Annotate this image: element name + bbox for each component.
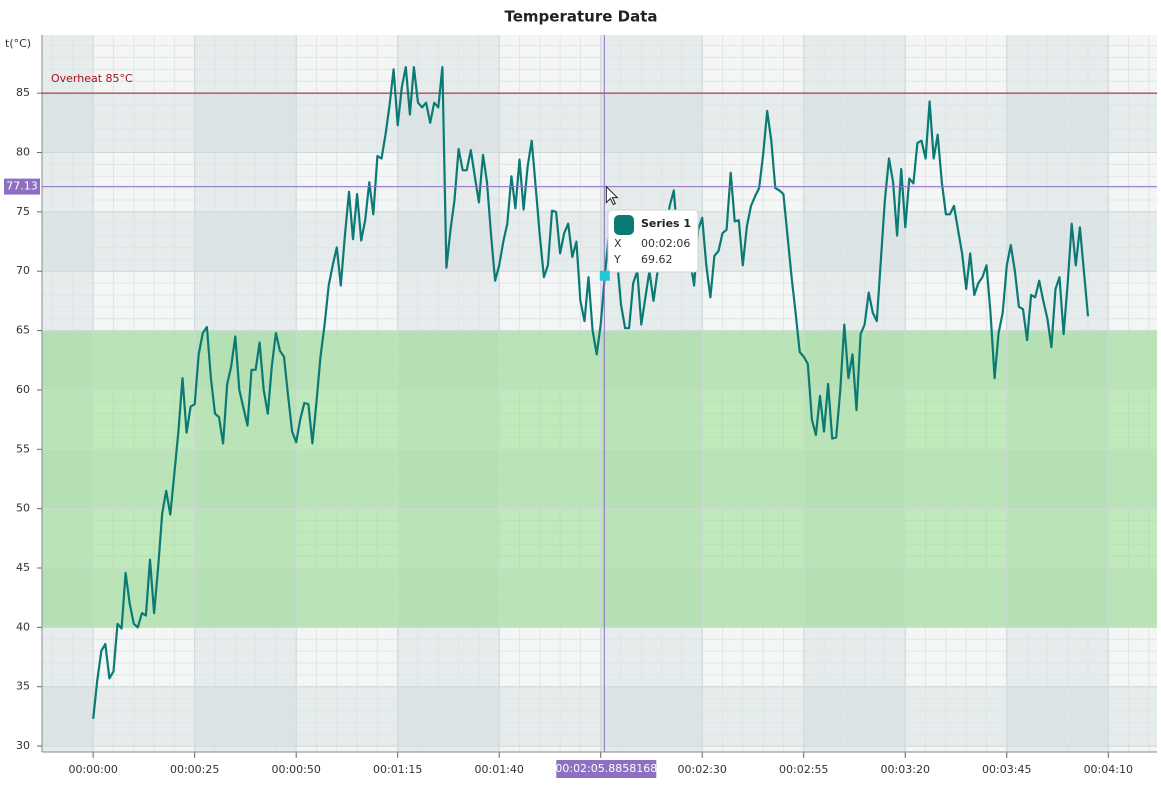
tooltip-swatch [614,215,634,235]
tooltip-series: Series 1 [641,217,691,230]
y-tick-label: 60 [16,383,30,396]
y-tick-label: 85 [16,86,30,99]
cursor-x-label-box [556,760,657,778]
y-tick-label: 70 [16,264,30,277]
y-tick-label: 40 [16,620,30,633]
y-axis-title: t(°C) [5,37,31,50]
y-tick-label: 55 [16,442,30,455]
y-tick-label: 45 [16,561,30,574]
y-tick-label: 50 [16,502,30,515]
tooltip-y: 69.62 [641,253,673,266]
x-tick-label: 00:03:45 [982,763,1031,776]
x-tick-label: 00:00:00 [68,763,117,776]
x-tick-label: 00:00:25 [170,763,219,776]
x-tick-label: 00:00:50 [271,763,320,776]
tooltip-x: 00:02:06 [641,237,690,250]
cursor-y-label: 77.13 [6,180,38,193]
y-tick-label: 35 [16,680,30,693]
series-line [92,66,1090,719]
y-band [42,93,1157,153]
x-tick-label: 00:01:40 [475,763,524,776]
x-tick-label: 00:01:15 [373,763,422,776]
y-tick-label: 80 [16,146,30,159]
y-band [42,211,1157,272]
y-tick-label: 30 [16,739,30,752]
x-tick-label: 00:02:55 [779,763,828,776]
y-band [42,686,1157,747]
threshold-label: Overheat 85°C [51,72,133,85]
x-tick-label: 00:03:20 [881,763,930,776]
y-tick-label: 65 [16,324,30,337]
chart-title: Temperature Data [505,8,658,26]
cursor-x-label: 00:02:05.8858168 [555,762,657,775]
band [42,330,1157,628]
mouse-pointer [605,185,619,206]
tooltip-x-name: X [614,237,622,250]
tooltip-y-name: Y [613,253,621,266]
tooltip: Series 1 X 00:02:06 Y 69.62 [607,209,699,273]
y-tick-label: 75 [16,205,30,218]
x-tick-label: 00:04:10 [1084,763,1133,776]
x-tick-label: 00:02:30 [678,763,727,776]
cursor-y-label-box [4,178,40,195]
tooltip-point [599,270,610,281]
